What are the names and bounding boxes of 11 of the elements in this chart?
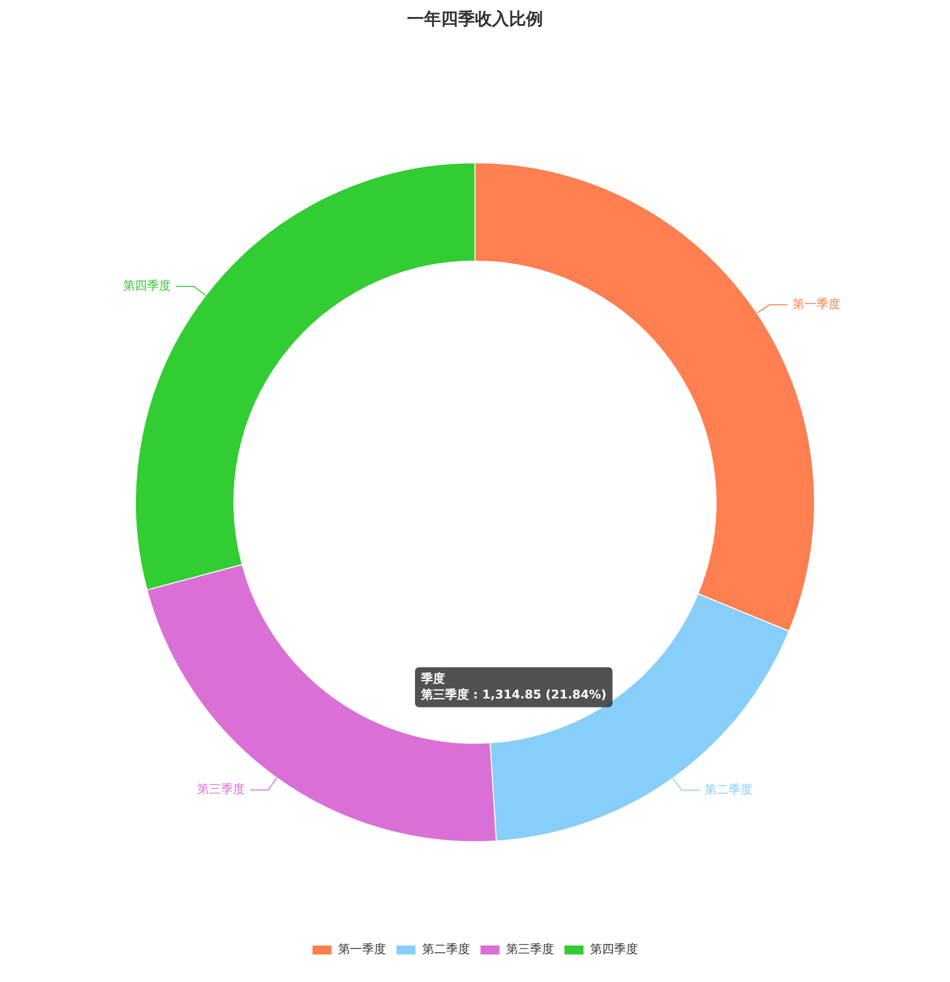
- slice-label: 第四季度: [122, 278, 171, 292]
- text: 第三季度 : 1,314.85 (21.84%): [420, 687, 606, 702]
- text: 季度: [420, 671, 445, 686]
- chart-title: 一年四季收入比例: [407, 10, 543, 30]
- slice-label: 第一季度: [792, 296, 840, 311]
- legend-label: 第四季度: [590, 942, 638, 956]
- slice-label: 第三季度: [197, 782, 246, 796]
- legend-label: 第三季度: [506, 942, 554, 956]
- slice-label: 第二季度: [704, 782, 753, 796]
- legend-label: 第二季度: [422, 942, 470, 956]
- legend-label: 第一季度: [338, 942, 386, 956]
